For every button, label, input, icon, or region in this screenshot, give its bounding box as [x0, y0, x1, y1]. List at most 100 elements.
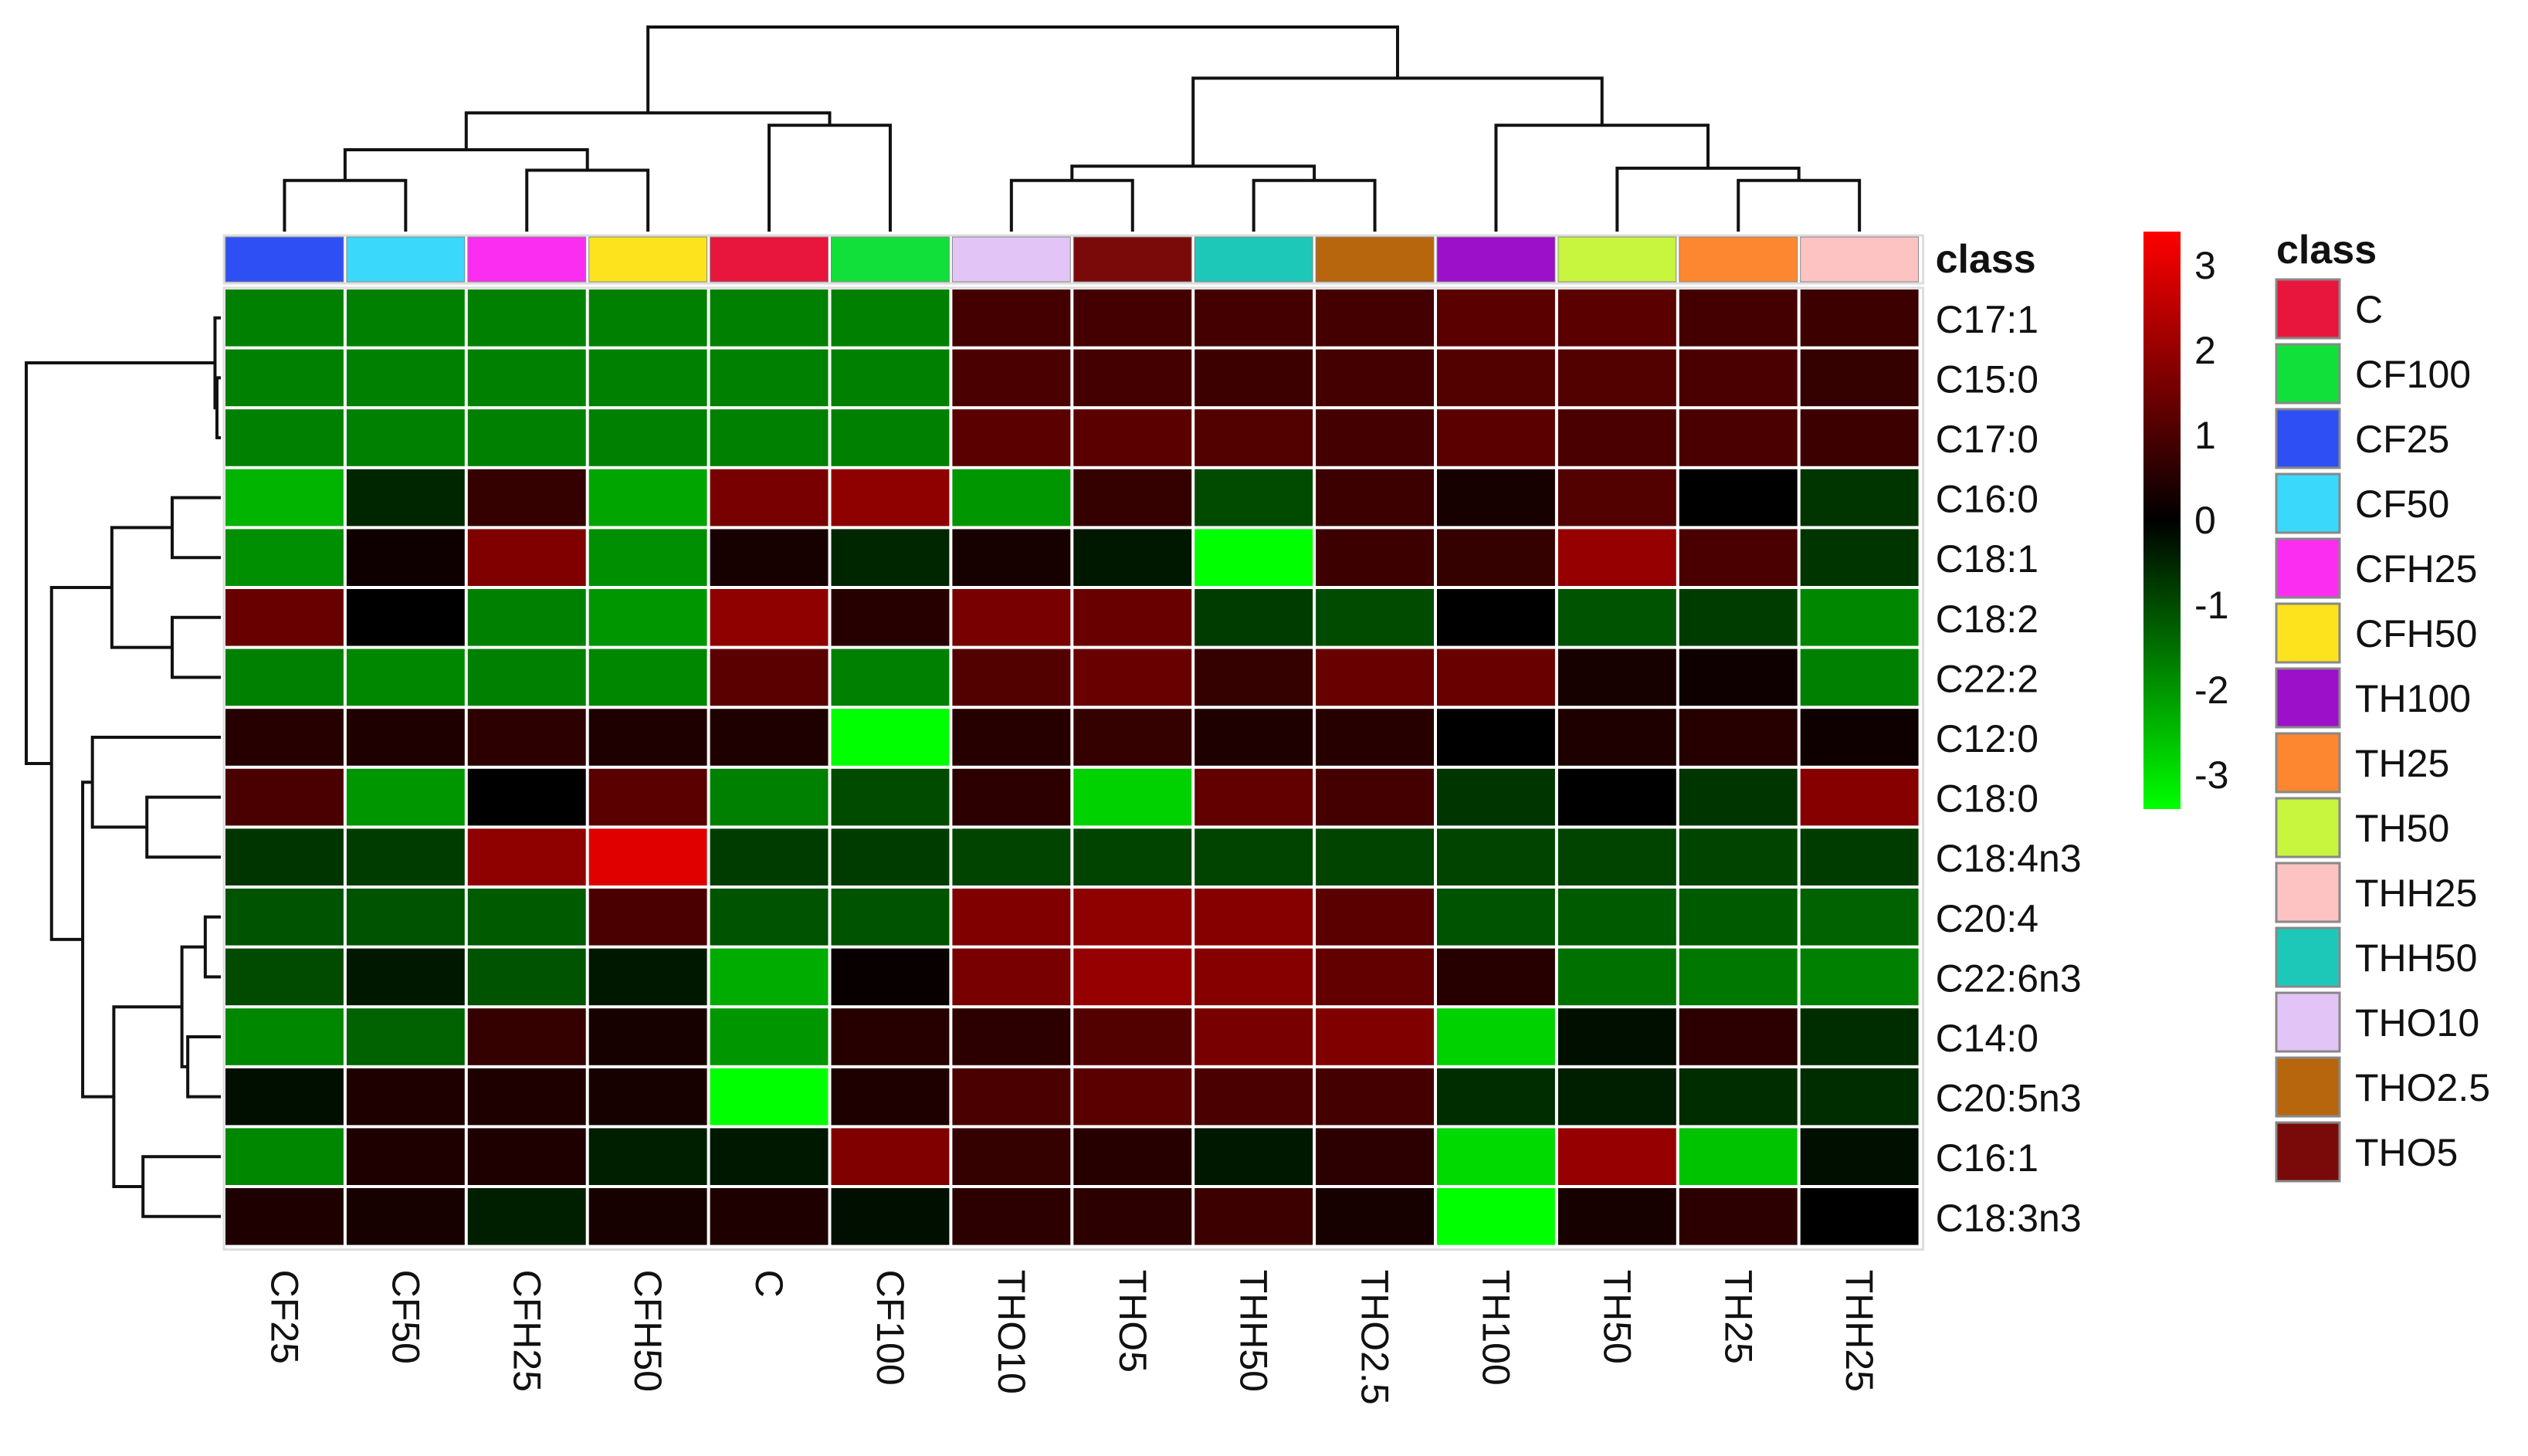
heatmap-cell	[1316, 1008, 1434, 1065]
heatmap-cell	[710, 889, 829, 946]
class-bar-cell	[1800, 236, 1920, 283]
legend-label: CF100	[2355, 353, 2471, 396]
heatmap-cell	[588, 648, 707, 706]
heatmap-cell	[831, 1068, 950, 1126]
heatmap-cell	[225, 589, 344, 646]
heatmap-cell	[1073, 349, 1192, 407]
heatmap-cell	[588, 1008, 707, 1065]
heatmap-cell	[952, 948, 1071, 1006]
heatmap-cell	[1557, 409, 1676, 466]
heatmap-cell	[467, 648, 586, 706]
heatmap-cell	[346, 1008, 465, 1065]
row-label: C18:1	[1936, 537, 2038, 581]
heatmap-cell	[1679, 469, 1798, 527]
class-bar-cell	[467, 236, 587, 283]
heatmap-cell	[710, 469, 829, 527]
heatmap-cell	[467, 469, 586, 527]
row-label: C18:3n3	[1936, 1197, 2082, 1240]
heatmap-cell	[1195, 589, 1313, 646]
heatmap-cell	[588, 469, 707, 527]
class-bar-cell	[831, 236, 950, 283]
heatmap-cell	[952, 1128, 1071, 1185]
heatmap-cell	[588, 1128, 707, 1185]
heatmap-cell	[1073, 648, 1192, 706]
heatmap-cell	[1195, 409, 1313, 466]
row-label: C16:1	[1936, 1136, 2038, 1180]
heatmap-cell	[1195, 768, 1313, 826]
column-labels: CF25 CF50 CFH25 CFH50 C CF100 THO10 THO5 THH50 TH…	[263, 1270, 1881, 1405]
heatmap-cells	[222, 286, 1925, 1251]
heatmap-cell	[1800, 1188, 1919, 1245]
legend-label: CF50	[2355, 483, 2449, 526]
heatmap-cell	[1316, 709, 1434, 766]
heatmap-cell	[831, 469, 950, 527]
heatmap-cell	[1073, 1068, 1192, 1126]
heatmap-cell	[952, 349, 1071, 407]
heatmap-cell	[1557, 889, 1676, 946]
class-bar-cell	[710, 236, 829, 283]
heatmap-cell	[831, 349, 950, 407]
column-label: CF50	[384, 1270, 427, 1364]
heatmap-cell	[1679, 768, 1798, 826]
heatmap-cell	[831, 709, 950, 766]
heatmap-cell	[1557, 1128, 1676, 1185]
heatmap-cell	[831, 1008, 950, 1065]
row-label: C17:0	[1936, 418, 2038, 461]
column-label: THO5	[1111, 1270, 1154, 1373]
heatmap-cell	[1073, 290, 1192, 347]
legend-label: TH50	[2355, 807, 2449, 850]
heatmap-cell	[467, 709, 586, 766]
heatmap-cell	[1800, 648, 1919, 706]
heatmap-cell	[1679, 1188, 1798, 1245]
heatmap-cell	[1195, 349, 1313, 407]
heatmap-cell	[1316, 948, 1434, 1006]
heatmap-cell	[831, 589, 950, 646]
heatmap-cell	[1557, 349, 1676, 407]
column-label: TH100	[1474, 1270, 1517, 1386]
colorbar-tick-label: 0	[2194, 499, 2216, 542]
heatmap-cell	[710, 648, 829, 706]
heatmap-cell	[1195, 290, 1313, 347]
row-label: C18:4n3	[1936, 837, 2082, 880]
heatmap-cell	[225, 948, 344, 1006]
heatmap-cell	[1316, 529, 1434, 586]
class-bar-cell	[588, 236, 708, 283]
colorbar-tick-label: -1	[2194, 584, 2228, 627]
row-label: C20:5n3	[1936, 1077, 2082, 1120]
row-label: C15:0	[1936, 357, 2038, 401]
heatmap-cell	[1073, 709, 1192, 766]
heatmap-cell	[1557, 768, 1676, 826]
row-label: C18:0	[1936, 777, 2038, 821]
heatmap-cell	[1800, 948, 1919, 1006]
heatmap-cell	[1679, 1008, 1798, 1065]
heatmap-cell	[1195, 648, 1313, 706]
heatmap-cell	[1073, 889, 1192, 946]
legend-swatch	[2275, 472, 2341, 534]
row-label: C20:4	[1936, 897, 2038, 940]
heatmap-cell	[952, 409, 1071, 466]
heatmap-cell	[831, 1128, 950, 1185]
heatmap-cell	[346, 889, 465, 946]
heatmap-cell	[588, 1068, 707, 1126]
heatmap-cell	[710, 1128, 829, 1185]
row-dendrogram	[25, 316, 221, 1218]
heatmap-cell	[588, 589, 707, 646]
heatmap-cell	[1800, 349, 1919, 407]
row-label: C12:0	[1936, 717, 2038, 760]
heatmap-cell	[710, 589, 829, 646]
heatmap-cell	[710, 709, 829, 766]
heatmap-cell	[710, 768, 829, 826]
heatmap-cell	[588, 709, 707, 766]
heatmap-cell	[1800, 768, 1919, 826]
heatmap-cell	[1557, 1068, 1676, 1126]
heatmap-cell	[1557, 828, 1676, 885]
heatmap-cell	[1437, 290, 1555, 347]
heatmap-cell	[1073, 409, 1192, 466]
heatmap-cell	[1800, 1128, 1919, 1185]
heatmap-cell	[831, 889, 950, 946]
heatmap-cell	[952, 889, 1071, 946]
legend-label: THH25	[2355, 872, 2477, 915]
heatmap-cell	[952, 589, 1071, 646]
heatmap-cell	[1800, 469, 1919, 527]
